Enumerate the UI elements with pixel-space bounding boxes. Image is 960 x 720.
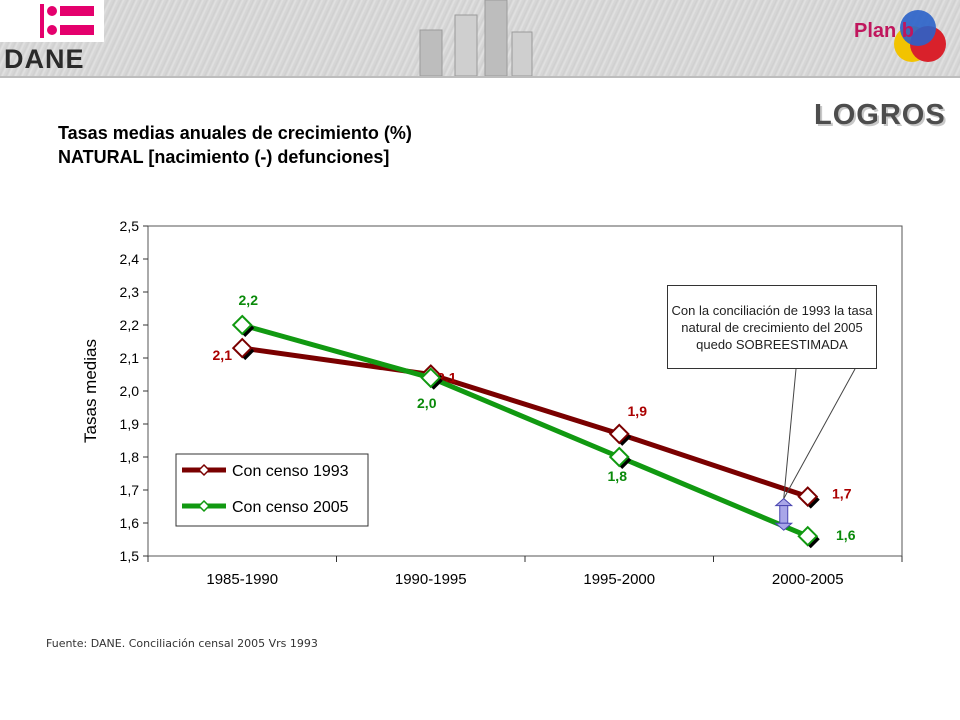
data-point-marker — [797, 525, 819, 547]
y-tick-label: 2,2 — [120, 317, 140, 333]
data-label: 1,7 — [832, 486, 852, 502]
data-point-marker — [608, 423, 630, 445]
data-point-marker — [608, 446, 630, 468]
gap-arrow-up-icon — [774, 497, 794, 507]
dane-logo: DANE — [0, 0, 104, 76]
data-label: 1,6 — [836, 527, 856, 543]
legend-swatch-marker — [197, 499, 211, 513]
x-tick-label: 1985-1990 — [206, 571, 278, 588]
data-point-marker — [797, 486, 819, 508]
x-tick-label: 2000-2005 — [772, 571, 844, 588]
y-tick-label: 2,4 — [120, 251, 140, 267]
header-banner — [0, 0, 960, 78]
series-line-2005 — [241, 322, 809, 539]
bar-chart-decoration-icon — [419, 0, 533, 76]
callout-pointer-line — [783, 368, 856, 499]
y-tick-label: 1,8 — [120, 449, 140, 465]
legend-label: Con censo 1993 — [232, 463, 349, 480]
y-tick-label: 1,9 — [120, 416, 140, 432]
plan-b-logo-icon — [894, 10, 946, 62]
y-tick-label: 2,5 — [120, 218, 140, 234]
legend-swatch-marker — [197, 463, 211, 477]
y-tick-label: 2,1 — [120, 350, 140, 366]
plan-b-text: Plan b — [854, 20, 915, 42]
legend-box — [175, 453, 369, 527]
data-point-marker — [231, 314, 253, 336]
data-label: 1,9 — [628, 403, 648, 419]
y-tick-label: 1,6 — [120, 515, 140, 531]
source-note: Fuente: DANE. Conciliación censal 2005 V… — [46, 637, 318, 650]
dane-logo-mark-icon — [0, 0, 104, 42]
callout-box: Con la conciliación de 1993 la tasa natu… — [667, 285, 877, 369]
dane-logo-text: DANE — [4, 44, 85, 74]
chart-title-line-1: Tasas medias anuales de crecimiento (%) — [58, 123, 412, 143]
data-label: 2,2 — [239, 292, 259, 308]
x-tick-label: 1995-2000 — [583, 571, 655, 588]
y-tick-label: 1,5 — [120, 548, 140, 564]
y-tick-label: 1,7 — [120, 482, 140, 498]
data-point-marker — [420, 367, 442, 389]
chart-title: Tasas medias anuales de crecimiento (%) … — [58, 121, 412, 169]
section-title: LOGROS — [814, 99, 946, 131]
y-tick-label: 2,3 — [120, 284, 140, 300]
data-point-marker — [231, 337, 253, 359]
chart-title-line-2: NATURAL [nacimiento (-) defunciones] — [58, 147, 390, 167]
y-axis-label: Tasas medias — [81, 339, 100, 443]
data-label: 2,1 — [213, 347, 233, 363]
legend-label: Con censo 2005 — [232, 499, 349, 516]
callout-pointer-line — [783, 368, 797, 499]
gap-arrow-down-icon — [774, 522, 794, 531]
gap-arrow-shaft — [779, 505, 789, 524]
y-tick-label: 2,0 — [120, 383, 140, 399]
data-label: 1,8 — [608, 468, 628, 484]
x-tick-label: 1990-1995 — [395, 571, 467, 588]
data-label: 2,0 — [417, 395, 437, 411]
callout-text: Con la conciliación de 1993 la tasa natu… — [671, 302, 873, 352]
series-line-1993 — [241, 345, 809, 499]
